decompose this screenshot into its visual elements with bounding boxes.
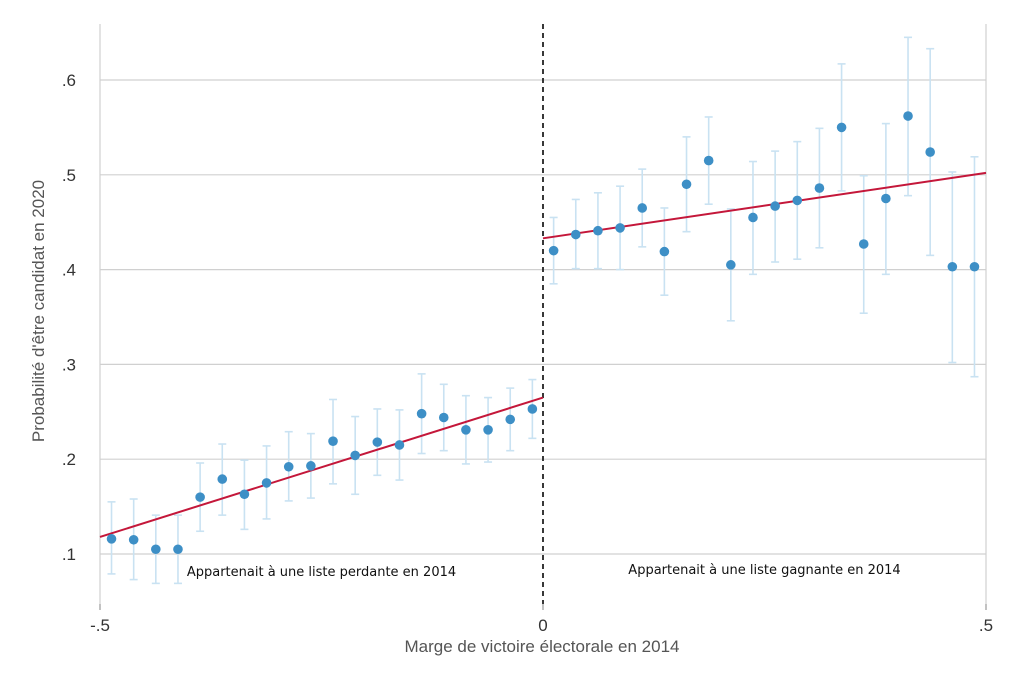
data-point bbox=[703, 155, 714, 166]
data-point bbox=[947, 261, 958, 272]
y-tick-labels: .1 .2 .3 .4 .5 .6 bbox=[62, 71, 76, 564]
data-point bbox=[128, 534, 139, 545]
data-point bbox=[261, 478, 272, 488]
data-point bbox=[350, 450, 360, 461]
data-point bbox=[593, 225, 603, 236]
data-point bbox=[416, 408, 427, 419]
data-point bbox=[239, 489, 250, 500]
y-axis-label: Probabilité d'être candidat en 2020 bbox=[29, 180, 48, 442]
fit-line bbox=[99, 396, 544, 538]
x-axis-label: Marge de victoire électorale en 2014 bbox=[405, 637, 680, 656]
data-point bbox=[505, 414, 516, 425]
data-points bbox=[106, 111, 980, 555]
data-point bbox=[637, 203, 648, 213]
data-point bbox=[328, 436, 338, 446]
x-tick-label: -.5 bbox=[90, 616, 110, 635]
data-point bbox=[615, 223, 625, 233]
y-tick-label: .6 bbox=[62, 71, 76, 90]
data-point bbox=[461, 425, 471, 435]
data-point bbox=[792, 195, 803, 206]
data-point bbox=[903, 111, 913, 121]
data-point bbox=[748, 212, 758, 223]
data-point bbox=[548, 245, 559, 256]
x-tick-labels: -.5 0 .5 bbox=[90, 616, 993, 635]
y-tick-label: .3 bbox=[62, 355, 76, 374]
data-point bbox=[173, 544, 183, 555]
data-point bbox=[195, 492, 205, 502]
x-tick-label: .5 bbox=[979, 616, 993, 635]
data-point bbox=[969, 261, 980, 272]
annotation-label: Appartenait à une liste perdante en 2014 bbox=[187, 565, 456, 580]
y-tick-label: .5 bbox=[62, 166, 76, 185]
data-point bbox=[770, 201, 780, 211]
x-tick-label: 0 bbox=[538, 616, 547, 635]
data-point bbox=[659, 246, 670, 257]
data-point bbox=[726, 260, 736, 270]
fit-lines bbox=[99, 171, 987, 538]
y-tick-label: .1 bbox=[62, 545, 76, 564]
data-point bbox=[372, 437, 383, 447]
data-point bbox=[438, 412, 449, 423]
y-tick-label: .2 bbox=[62, 450, 76, 469]
data-point bbox=[814, 183, 825, 193]
y-tick-label: .4 bbox=[62, 261, 76, 280]
data-point bbox=[106, 534, 117, 544]
data-point bbox=[527, 404, 538, 414]
annotation-label: Appartenait à une liste gagnante en 2014 bbox=[628, 563, 900, 578]
data-point bbox=[394, 440, 405, 450]
data-point bbox=[306, 461, 316, 471]
data-point bbox=[217, 474, 228, 484]
data-point bbox=[836, 122, 847, 133]
data-point bbox=[925, 147, 935, 157]
data-point bbox=[681, 179, 692, 190]
data-point bbox=[283, 461, 294, 472]
data-point bbox=[858, 239, 869, 249]
annotations: Appartenait à une liste perdante en 2014… bbox=[187, 563, 901, 580]
data-point bbox=[483, 425, 493, 435]
data-point bbox=[570, 229, 581, 240]
data-point bbox=[151, 544, 161, 555]
fit-line bbox=[542, 171, 987, 240]
data-point bbox=[881, 193, 891, 204]
